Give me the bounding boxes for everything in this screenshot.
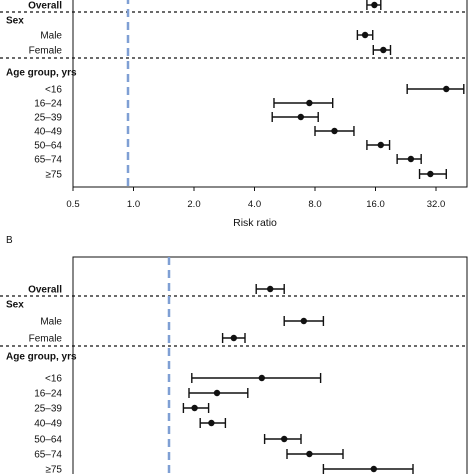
row-label: 40–49 xyxy=(34,127,62,138)
x-axis-label: Risk ratio xyxy=(233,217,277,229)
point-estimate-marker xyxy=(213,389,221,397)
row-label: 50–64 xyxy=(34,435,62,446)
point-estimate-marker xyxy=(370,465,377,473)
x-tick-label: 4.0 xyxy=(248,199,261,210)
point-estimate-marker xyxy=(407,155,415,163)
x-tick-label: 16.0 xyxy=(366,199,385,210)
row-label: <16 xyxy=(45,374,62,385)
row-label: ≥75 xyxy=(45,170,62,181)
panel-b-chart: B Overall Sex Male Female Age group, yrs <16 16… xyxy=(0,235,468,474)
point-estimate-marker xyxy=(371,1,378,9)
point-estimate-marker xyxy=(191,404,198,412)
group-header-label: Age group, yrs xyxy=(6,352,77,363)
row-label: ≥75 xyxy=(45,465,62,474)
point-estimate-marker xyxy=(443,85,450,93)
point-estimate-marker xyxy=(297,113,305,121)
x-tick-label: 2.0 xyxy=(187,199,200,210)
panel-label: B xyxy=(6,235,13,246)
plot-frame xyxy=(72,256,468,474)
point-estimate-marker xyxy=(230,334,237,342)
row-label: Overall xyxy=(28,285,62,296)
row-label: 25–39 xyxy=(34,113,62,124)
point-estimate-marker xyxy=(361,31,369,39)
row-label: Female xyxy=(29,334,63,345)
row-label: 25–39 xyxy=(34,404,62,415)
point-estimate-marker xyxy=(267,285,274,293)
x-tick-label: 1.0 xyxy=(127,199,140,210)
row-label: 50–64 xyxy=(34,141,62,152)
point-estimate-marker xyxy=(281,435,288,443)
x-tick-label: 0.5 xyxy=(66,199,79,210)
point-estimate-marker xyxy=(208,419,215,427)
point-estimate-marker xyxy=(377,141,384,149)
point-estimate-marker xyxy=(306,450,313,458)
group-header-label: Sex xyxy=(6,300,24,311)
point-estimate-marker xyxy=(331,127,338,135)
row-label: Male xyxy=(40,317,62,328)
group-header-label: Sex xyxy=(6,16,24,27)
panel-a-chart: Overall Sex Male Female Age group, yrs <16 16–… xyxy=(0,0,468,229)
point-estimate-marker xyxy=(300,317,307,325)
row-label: 65–74 xyxy=(34,155,62,166)
row-label: Female xyxy=(29,46,63,57)
row-label: Overall xyxy=(28,1,62,12)
row-label: 16–24 xyxy=(34,389,62,400)
row-label: 16–24 xyxy=(34,99,62,110)
group-header-label: Age group, yrs xyxy=(6,68,77,79)
row-label: 65–74 xyxy=(34,450,62,461)
point-estimate-marker xyxy=(427,170,434,178)
x-tick-label: 8.0 xyxy=(308,199,321,210)
point-estimate-marker xyxy=(380,46,387,54)
x-tick-label: 32.0 xyxy=(427,199,446,210)
row-label: 40–49 xyxy=(34,419,62,430)
point-estimate-marker xyxy=(306,99,313,107)
point-estimate-marker xyxy=(258,374,265,382)
row-label: Male xyxy=(40,31,62,42)
plot-frame xyxy=(72,0,468,188)
row-label: <16 xyxy=(45,85,62,96)
